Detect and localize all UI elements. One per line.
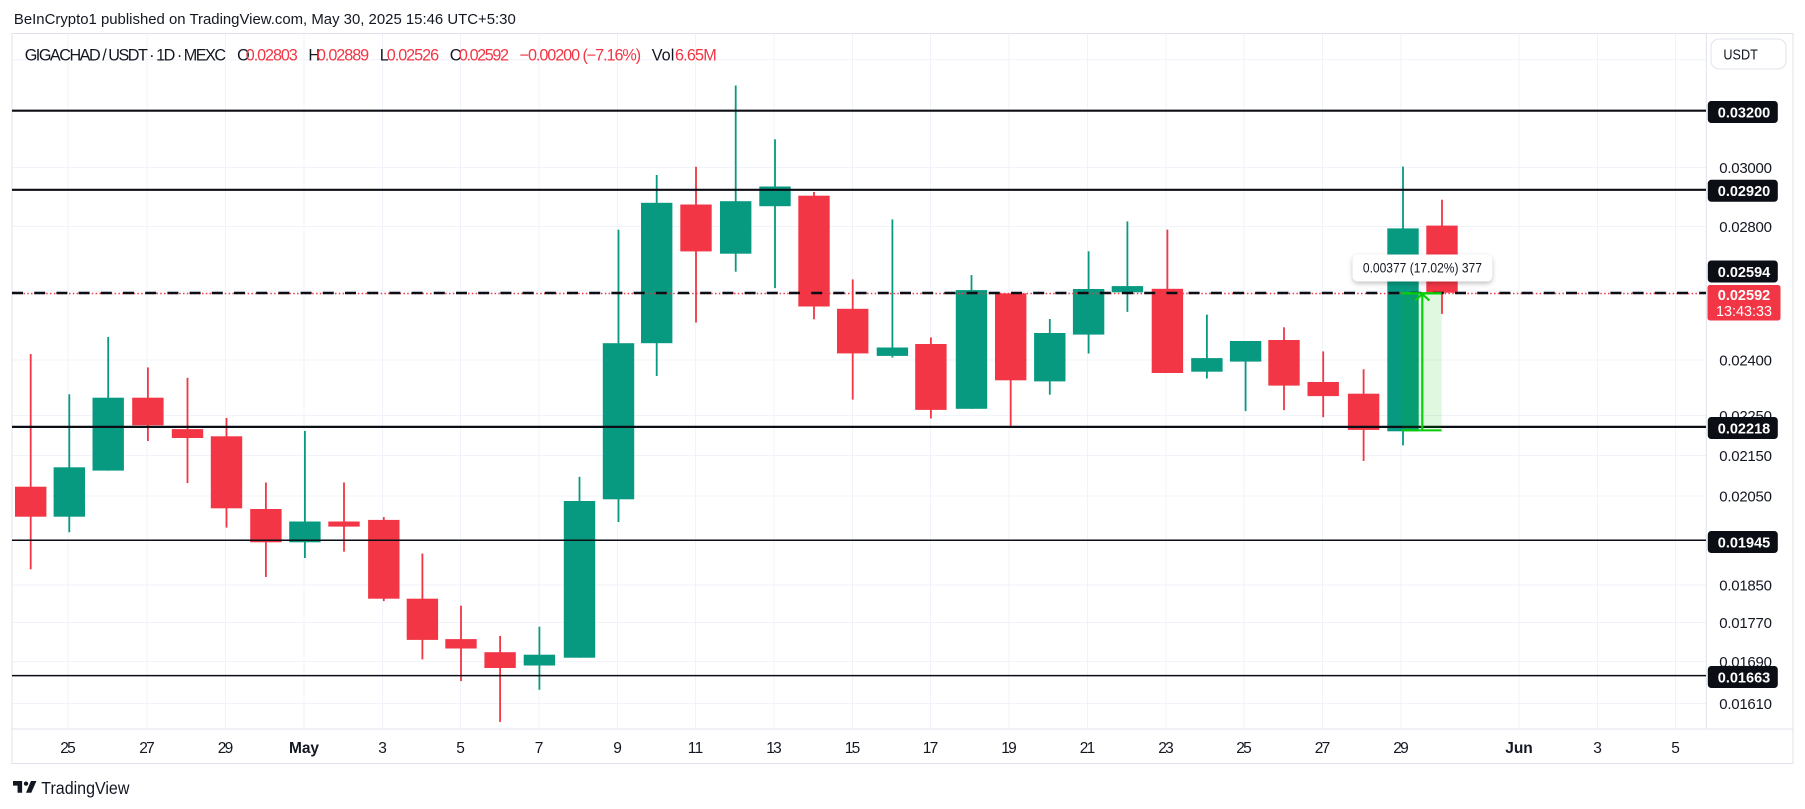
svg-text:29: 29	[218, 740, 234, 757]
svg-text:0.02400: 0.02400	[1719, 352, 1772, 369]
svg-text:3: 3	[378, 740, 387, 757]
svg-text:0.02218: 0.02218	[1718, 420, 1771, 437]
svg-text:13: 13	[766, 740, 782, 757]
svg-text:15: 15	[845, 740, 861, 757]
svg-text:BeInCrypto1 published on Tradi: BeInCrypto1 published on TradingView.com…	[14, 12, 516, 28]
svg-text:O: O	[237, 47, 250, 65]
svg-text:17: 17	[923, 740, 939, 757]
svg-text:5: 5	[1671, 740, 1680, 757]
svg-text:7: 7	[535, 740, 544, 757]
svg-text:TradingView: TradingView	[41, 778, 130, 798]
svg-text:0.02592: 0.02592	[459, 47, 509, 65]
svg-text:13:43:33: 13:43:33	[1716, 303, 1772, 320]
svg-text:0.02050: 0.02050	[1719, 488, 1772, 505]
svg-text:25: 25	[1236, 740, 1252, 757]
svg-text:−0.00200 (−7.16%): −0.00200 (−7.16%)	[520, 47, 642, 65]
svg-text:25: 25	[60, 740, 76, 757]
svg-text:Jun: Jun	[1505, 740, 1533, 757]
svg-text:0.02803: 0.02803	[246, 47, 298, 65]
svg-text:0.03000: 0.03000	[1719, 160, 1772, 177]
svg-text:0.01663: 0.01663	[1718, 669, 1771, 686]
svg-text:21: 21	[1080, 740, 1096, 757]
svg-text:5: 5	[456, 740, 465, 757]
svg-text:GIGACHAD / USDT · 1D · MEXC: GIGACHAD / USDT · 1D · MEXC	[25, 47, 227, 65]
svg-text:29: 29	[1393, 740, 1409, 757]
svg-text:USDT: USDT	[1723, 47, 1758, 63]
svg-text:Vol: Vol	[652, 47, 675, 65]
svg-text:0.02594: 0.02594	[1718, 264, 1771, 281]
svg-text:0.02526: 0.02526	[387, 47, 439, 65]
svg-text:0.03200: 0.03200	[1718, 104, 1771, 121]
svg-text:19: 19	[1001, 740, 1017, 757]
svg-text:9: 9	[613, 740, 622, 757]
svg-text:0.02150: 0.02150	[1719, 448, 1772, 465]
svg-text:H: H	[308, 47, 320, 65]
svg-text:0.01945: 0.01945	[1718, 534, 1771, 551]
svg-text:0.01770: 0.01770	[1719, 615, 1772, 632]
svg-text:23: 23	[1158, 740, 1174, 757]
svg-text:0.00377 (17.02%) 377: 0.00377 (17.02%) 377	[1363, 261, 1482, 277]
svg-text:0.02920: 0.02920	[1718, 183, 1771, 200]
svg-text:May: May	[289, 740, 319, 757]
svg-text:0.02592: 0.02592	[1718, 287, 1771, 304]
svg-text:27: 27	[139, 740, 155, 757]
svg-text:0.01850: 0.01850	[1719, 577, 1772, 594]
svg-text:0.01610: 0.01610	[1719, 696, 1772, 713]
svg-text:0.02800: 0.02800	[1719, 219, 1772, 236]
svg-text:L: L	[380, 47, 389, 65]
svg-text:27: 27	[1315, 740, 1331, 757]
svg-text:0.02889: 0.02889	[317, 47, 369, 65]
svg-text:C: C	[450, 47, 462, 65]
svg-text:11: 11	[688, 740, 704, 757]
svg-text:6.65M: 6.65M	[675, 47, 717, 65]
svg-text:3: 3	[1593, 740, 1602, 757]
